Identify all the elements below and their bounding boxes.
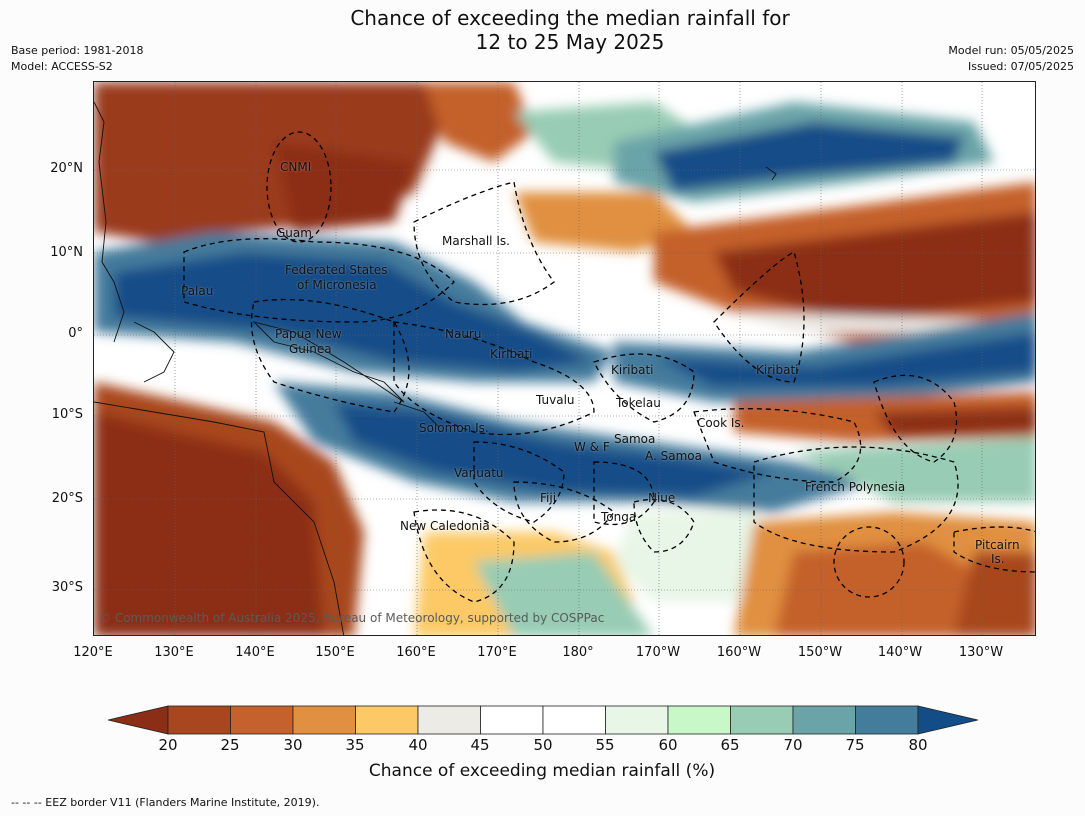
title-line-1: Chance of exceeding the median rainfall … [350, 6, 790, 30]
label-kiribati-west: Kiribati [490, 347, 533, 361]
label-fsm-line2: of Micronesia [297, 278, 377, 292]
rainfall-field [94, 82, 1035, 635]
colorbar-tick-35: 35 [345, 736, 365, 754]
model-run: Model run: 05/05/2025 [948, 44, 1074, 57]
label-tuvalu: Tuvalu [536, 393, 575, 407]
colorbar [108, 705, 978, 735]
label-tonga: Tonga [601, 510, 637, 524]
label-tokelau: Tokelau [616, 396, 661, 410]
label-samoa: Samoa [614, 432, 656, 446]
issued-date: Issued: 07/05/2025 [967, 60, 1074, 73]
label-png-line2: Guinea [289, 342, 332, 356]
label-french-polynesia: French Polynesia [805, 480, 906, 494]
colorbar-tick-50: 50 [533, 736, 553, 754]
lon-label-170e: 170°E [477, 645, 517, 660]
colorbar-bin-35-40 [355, 705, 419, 735]
label-niue: Niue [648, 491, 676, 505]
colorbar-tick-25: 25 [220, 736, 240, 754]
label-kiribati-east: Kiribati [756, 363, 799, 377]
colorbar-tick-60: 60 [658, 736, 678, 754]
label-american-samoa: A. Samoa [645, 449, 702, 463]
label-wallis-futuna: W & F [574, 440, 610, 454]
colorbar-bin-30-35 [292, 705, 356, 735]
map-gridlines [94, 82, 1035, 635]
label-pitcairn-line1: Pitcairn [975, 538, 1020, 552]
lon-label-130e: 130°E [154, 645, 194, 660]
colorbar-bin-70-75 [792, 705, 856, 735]
label-palau: Palau [181, 284, 214, 298]
label-cook-islands: Cook Is. [697, 416, 745, 430]
colorbar-bin-45-50 [480, 705, 544, 735]
label-solomon-islands: Solomon Is. [419, 421, 489, 435]
eez-footnote: -- -- -- EEZ border V11 (Flanders Marine… [11, 796, 320, 809]
label-vanuatu: Vanuatu [454, 466, 504, 480]
lat-label-10s: 10°S [51, 407, 83, 422]
colorbar-label: Chance of exceeding median rainfall (%) [368, 761, 716, 781]
lon-label-150w: 150°W [797, 645, 843, 660]
colorbar-tick-40: 40 [408, 736, 428, 754]
colorbar-tick-65: 65 [720, 736, 740, 754]
label-cnmi: CNMI [280, 160, 312, 174]
label-nauru: Nauru [445, 327, 482, 341]
colorbar-tick-55: 55 [595, 736, 615, 754]
colorbar-bin-20-25 [167, 705, 231, 735]
lat-label-10n: 10°N [50, 245, 83, 260]
label-kiribati-central: Kiribati [611, 363, 654, 377]
lon-label-150e: 150°E [315, 645, 355, 660]
colorbar-bin-55-60 [605, 705, 669, 735]
rainfall-map: CNMI Guam Marshall Is. Federated States … [93, 81, 1036, 636]
base-period: Base period: 1981-2018 [11, 44, 144, 57]
label-fiji: Fiji [540, 491, 557, 505]
model-name: Model: ACCESS-S2 [11, 60, 113, 73]
colorbar-tick-70: 70 [783, 736, 803, 754]
lon-label-160w: 160°W [716, 645, 762, 660]
lat-label-0: 0° [68, 326, 83, 341]
colorbar-bin-75-80 [855, 705, 919, 735]
lon-label-140w: 140°W [877, 645, 923, 660]
label-marshall-islands: Marshall Is. [442, 234, 510, 248]
colorbar-bin-50-55 [542, 705, 606, 735]
label-pitcairn-line2: Is. [991, 552, 1005, 566]
colorbar-low-arrow [108, 705, 169, 735]
colorbar-high-arrow [917, 705, 978, 735]
title-line-2: 12 to 25 May 2025 [475, 30, 665, 54]
colorbar-bin-65-70 [730, 705, 794, 735]
lon-label-120e: 120°E [73, 645, 113, 660]
meta-left: Base period: 1981-2018 Model: ACCESS-S2 [11, 43, 143, 75]
colorbar-tick-30: 30 [283, 736, 303, 754]
lon-label-170w: 170°W [635, 645, 681, 660]
copyright-notice: © Commonwealth of Australia 2025, Bureau… [99, 611, 605, 625]
colorbar-bin-60-65 [667, 705, 731, 735]
colorbar-tick-45: 45 [470, 736, 490, 754]
coastlines [94, 101, 777, 635]
eez-borders [183, 131, 1035, 603]
lon-label-130w: 130°W [958, 645, 1004, 660]
label-new-caledonia: New Caledonia [400, 519, 490, 533]
colorbar-tick-75: 75 [845, 736, 865, 754]
lon-label-180: 180° [562, 645, 594, 660]
map-title: Chance of exceeding the median rainfall … [0, 6, 1085, 54]
colorbar-bin-40-45 [417, 705, 481, 735]
colorbar-bin-25-30 [230, 705, 294, 735]
lat-label-20n: 20°N [50, 161, 83, 176]
label-png-line1: Papua New [275, 327, 342, 341]
lat-label-30s: 30°S [51, 580, 83, 595]
lon-label-140e: 140°E [235, 645, 275, 660]
lat-label-20s: 20°S [51, 491, 83, 506]
colorbar-tick-20: 20 [158, 736, 178, 754]
meta-right: Model run: 05/05/2025 Issued: 07/05/2025 [948, 43, 1074, 75]
label-guam: Guam [276, 226, 312, 240]
colorbar-tick-80: 80 [908, 736, 928, 754]
map-canvas [94, 82, 1035, 635]
label-fsm-line1: Federated States [285, 263, 388, 277]
lon-label-160e: 160°E [396, 645, 436, 660]
